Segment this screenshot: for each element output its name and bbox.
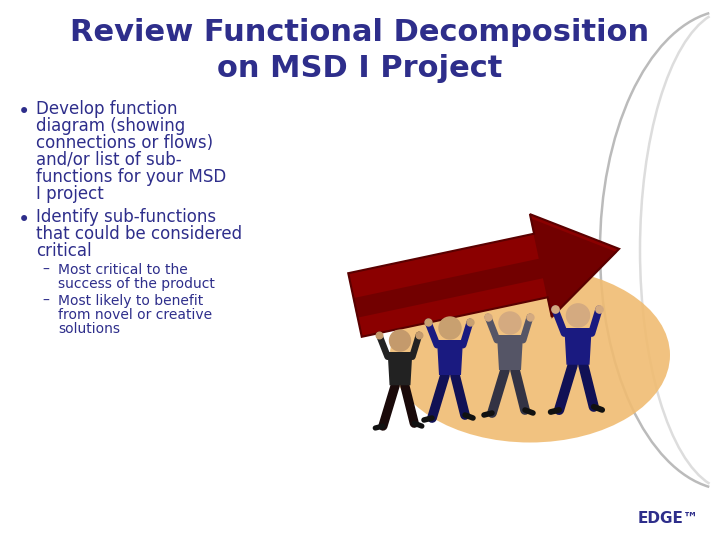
Text: Identify sub-functions: Identify sub-functions <box>36 208 216 226</box>
Polygon shape <box>353 218 617 319</box>
Text: Most critical to the: Most critical to the <box>58 263 188 277</box>
Text: success of the product: success of the product <box>58 277 215 291</box>
Text: •: • <box>18 102 30 122</box>
Text: –: – <box>42 294 49 308</box>
Polygon shape <box>497 335 523 370</box>
Text: on MSD I Project: on MSD I Project <box>217 54 503 83</box>
Text: •: • <box>18 210 30 230</box>
Text: EDGE™: EDGE™ <box>638 511 699 526</box>
Text: Review Functional Decomposition: Review Functional Decomposition <box>71 18 649 47</box>
Text: that could be considered: that could be considered <box>36 225 242 243</box>
Text: connections or flows): connections or flows) <box>36 134 213 152</box>
Circle shape <box>499 312 521 334</box>
Circle shape <box>567 304 590 327</box>
Text: Develop function: Develop function <box>36 100 178 118</box>
Text: functions for your MSD: functions for your MSD <box>36 168 226 186</box>
Text: Most likely to benefit: Most likely to benefit <box>58 294 203 308</box>
Polygon shape <box>387 352 413 385</box>
Text: critical: critical <box>36 242 91 260</box>
Text: solutions: solutions <box>58 322 120 336</box>
Circle shape <box>390 330 410 351</box>
Polygon shape <box>348 214 619 337</box>
Polygon shape <box>564 328 592 364</box>
Ellipse shape <box>390 267 670 442</box>
Text: and/or list of sub-: and/or list of sub- <box>36 151 181 169</box>
Circle shape <box>439 317 461 339</box>
Polygon shape <box>437 340 463 375</box>
Text: I project: I project <box>36 185 104 203</box>
Text: from novel or creative: from novel or creative <box>58 308 212 322</box>
Text: –: – <box>42 263 49 277</box>
Text: diagram (showing: diagram (showing <box>36 117 185 135</box>
